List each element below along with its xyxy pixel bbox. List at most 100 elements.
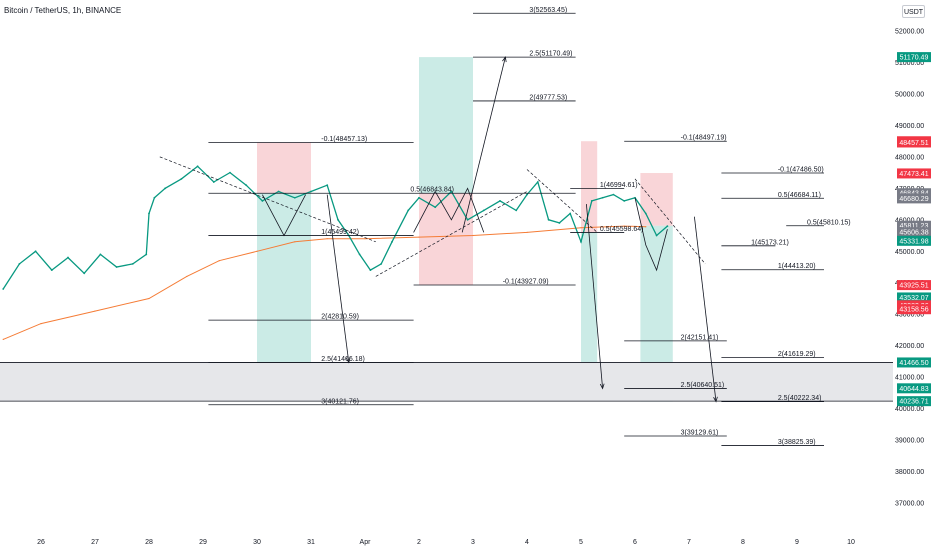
price-point (153, 196, 156, 199)
price-point (526, 193, 528, 196)
price-badge-label: 41466.50 (899, 360, 928, 367)
ma-point (186, 275, 188, 278)
price-point (131, 262, 134, 265)
price-badge[interactable] (897, 292, 931, 303)
x-tick-label: 6 (633, 539, 637, 546)
price-point (601, 196, 604, 199)
price-badge[interactable] (897, 396, 931, 407)
x-tick-label: 7 (687, 539, 691, 546)
price-badge[interactable] (897, 227, 931, 238)
price-point (67, 256, 69, 259)
price-point (229, 171, 231, 174)
price-point (590, 200, 593, 202)
x-tick-label: 10 (847, 539, 855, 546)
x-tick-label: 28 (145, 539, 153, 546)
price-point (666, 225, 669, 227)
y-tick-label: 52000.00 (895, 29, 924, 36)
price-badge[interactable] (897, 235, 931, 246)
position-zone (419, 57, 473, 194)
x-tick-label: 9 (795, 539, 799, 546)
position-zone (640, 173, 673, 226)
price-point (547, 218, 550, 221)
price-badge[interactable] (897, 188, 931, 199)
price-point (2, 288, 5, 290)
fib-level-label: 1(44413.20) (778, 263, 816, 270)
trend-line (375, 191, 528, 277)
price-badge[interactable] (897, 383, 931, 394)
price-point (418, 196, 420, 199)
price-point (358, 253, 361, 256)
price-point (212, 181, 215, 183)
projection-arrow (326, 194, 350, 363)
price-point (164, 187, 167, 190)
ma-point (623, 225, 625, 227)
x-tick-label: 8 (741, 539, 745, 546)
price-point (180, 177, 183, 180)
fib-level-label: 3(38825.39) (778, 439, 816, 446)
fib-level-label: 2.5(51170.49) (529, 51, 572, 58)
currency-badge[interactable]: USDT (902, 5, 925, 18)
y-tick-label: 39000.00 (895, 438, 924, 445)
price-point (196, 165, 199, 168)
x-tick-label: 30 (253, 539, 261, 546)
ma-point (218, 260, 220, 262)
price-point (83, 272, 86, 275)
price-point (569, 212, 572, 215)
price-point (536, 181, 539, 183)
price-point (293, 196, 296, 199)
fib-level-label: -0.1(47486.50) (778, 167, 824, 174)
projection-arrow (586, 204, 603, 389)
fib-level-label: 0.5(45810.15) (807, 219, 851, 226)
price-badge-label: 43925.51 (899, 283, 928, 290)
ma-point (418, 236, 420, 238)
ma-point (148, 297, 150, 300)
ma-point (256, 250, 258, 252)
pattern-drawing (262, 194, 306, 237)
price-badge[interactable] (897, 280, 931, 291)
y-tick-label: 50000.00 (895, 91, 924, 98)
arrow-head (599, 383, 605, 390)
price-badge[interactable] (897, 193, 931, 204)
price-point (466, 218, 469, 221)
trend-line (634, 178, 706, 265)
fib-level-label: 3(39129.61) (681, 429, 719, 436)
price-badge[interactable] (897, 220, 931, 231)
fib-level-label: 0.5(46684.11) (778, 192, 821, 199)
price-badge-label: 46680.29 (899, 196, 928, 203)
price-badge-label: 40236.71 (899, 399, 928, 406)
price-badge[interactable] (897, 168, 931, 179)
price-point (407, 209, 410, 212)
y-tick-label: 49000.00 (895, 123, 924, 130)
arrow-head (345, 357, 351, 364)
price-badge[interactable] (897, 357, 931, 368)
price-point (99, 253, 102, 256)
chart-title: Bitcoin / TetherUS, 1h, BINANCE (4, 6, 122, 15)
price-point (499, 200, 501, 202)
position-zone (581, 232, 598, 389)
price-point (558, 222, 561, 224)
fib-level-label: 2(42151.41) (681, 334, 719, 341)
position-zone (419, 193, 473, 286)
price-badge[interactable] (897, 52, 931, 63)
x-tick-label: 29 (199, 539, 207, 546)
price-line (2, 165, 668, 290)
fib-level-label: 2(41619.29) (778, 351, 816, 358)
price-badge-label: 45811.23 (900, 223, 929, 230)
price-badge-label: 43158.56 (899, 307, 928, 314)
projection-arrow (461, 57, 506, 233)
price-badge[interactable] (897, 137, 931, 148)
fib-level-label: 1(45499.42) (321, 229, 359, 236)
y-tick-label: 45000.00 (895, 249, 924, 256)
price-point (612, 193, 615, 196)
price-badge[interactable] (897, 304, 931, 315)
fib-level-label: 1(46994.61) (600, 182, 638, 189)
ma-point (364, 238, 366, 240)
ma-point (645, 226, 647, 228)
support-zone (0, 362, 893, 402)
projection-arrow (694, 216, 717, 402)
price-point (369, 269, 372, 272)
ma-point (40, 323, 42, 325)
price-badge-label: 45331.98 (899, 238, 928, 245)
price-badge-label: 47473.41 (899, 171, 928, 178)
